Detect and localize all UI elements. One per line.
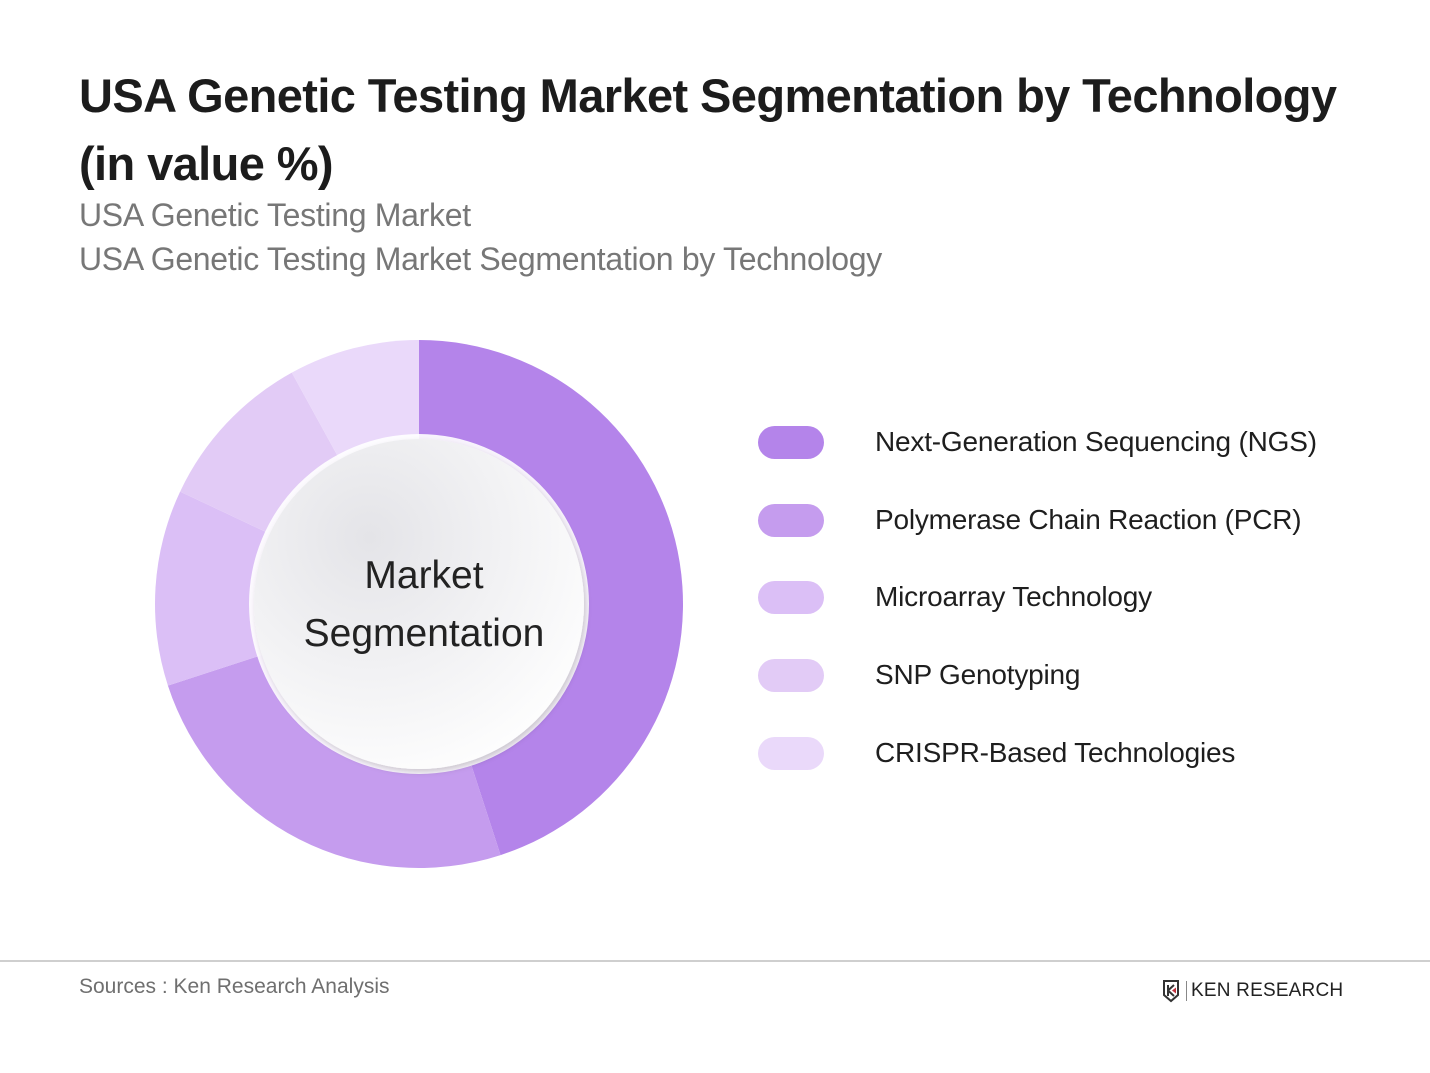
- legend-swatch-ngs: [758, 425, 824, 459]
- legend-label-pcr: Polymerase Chain Reaction (PCR): [875, 504, 1302, 535]
- legend-item-pcr: Polymerase Chain Reaction (PCR): [758, 500, 1302, 540]
- legend-swatch-crispr: [758, 736, 824, 770]
- legend-label-ngs: Next-Generation Sequencing (NGS): [875, 426, 1317, 457]
- legend-item-crispr: CRISPR-Based Technologies: [758, 733, 1235, 773]
- legend-label-microarray: Microarray Technology: [875, 581, 1152, 612]
- center-label-line2: Segmentation: [303, 612, 545, 655]
- legend-swatch-snp: [758, 658, 824, 692]
- legend-label-snp: SNP Genotyping: [875, 659, 1081, 690]
- donut-chart: Market Segmentation: [150, 335, 690, 875]
- donut-center-disc: [254, 439, 584, 769]
- brand-logo: KEN RESEARCH: [1162, 978, 1343, 1004]
- legend-item-snp: SNP Genotyping: [758, 655, 1080, 695]
- legend-item-ngs: Next-Generation Sequencing (NGS): [758, 422, 1317, 462]
- footer-divider: [0, 960, 1430, 962]
- chart-subtitle-segmentation: USA Genetic Testing Market Segmentation …: [79, 241, 882, 277]
- legend-label-crispr: CRISPR-Based Technologies: [875, 737, 1236, 768]
- chart-subtitle-market: USA Genetic Testing Market: [79, 197, 471, 233]
- donut-chart-svg: [155, 340, 683, 868]
- legend-swatch-microarray: [758, 580, 824, 614]
- ken-research-logo-icon: [1163, 980, 1179, 1003]
- brand-name: KEN RESEARCH: [1191, 980, 1344, 1001]
- chart-title: USA Genetic Testing Market Segmentation …: [79, 69, 1337, 190]
- center-label-line1: Market: [364, 554, 484, 597]
- donut-center-label: Market Segmentation: [150, 335, 690, 875]
- legend-item-microarray: Microarray Technology: [758, 577, 1152, 617]
- source-note: Sources : Ken Research Analysis: [79, 975, 390, 998]
- legend-swatch-pcr: [758, 503, 824, 537]
- brand-separator: [1186, 981, 1187, 1001]
